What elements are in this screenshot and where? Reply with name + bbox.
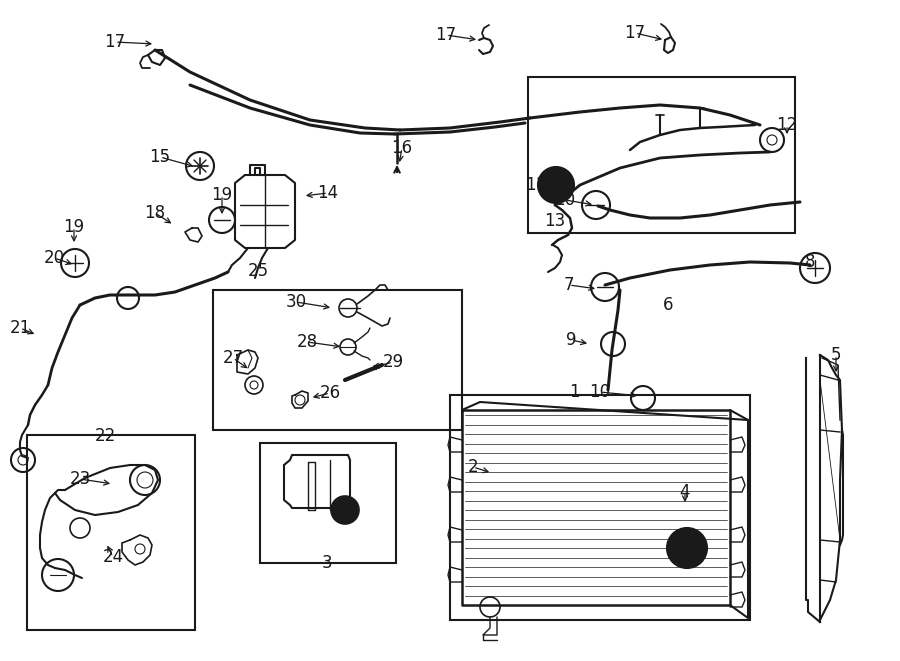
Text: 25: 25 [248, 262, 268, 280]
Text: 8: 8 [805, 253, 815, 271]
Bar [450, 395, 750, 620]
Bar [260, 443, 396, 563]
Text: 23: 23 [69, 470, 91, 488]
Text: 2: 2 [468, 458, 478, 476]
Text: 17: 17 [436, 26, 456, 44]
Bar [213, 290, 462, 430]
Text: 13: 13 [544, 212, 565, 230]
Circle shape [683, 544, 691, 552]
Text: 26: 26 [320, 384, 340, 402]
Text: 22: 22 [94, 427, 115, 445]
Circle shape [538, 167, 574, 203]
Circle shape [331, 496, 359, 524]
Text: 6: 6 [662, 296, 673, 314]
Text: 14: 14 [318, 184, 338, 202]
Text: 17: 17 [104, 33, 126, 51]
Text: 15: 15 [149, 148, 171, 166]
Text: 7: 7 [563, 276, 574, 294]
Text: 17: 17 [625, 24, 645, 42]
Text: 4: 4 [680, 483, 690, 501]
Text: 16: 16 [392, 139, 412, 157]
Text: 11: 11 [526, 176, 546, 194]
Circle shape [342, 507, 348, 513]
Circle shape [337, 502, 353, 518]
Bar [528, 77, 795, 233]
Text: 28: 28 [296, 333, 318, 351]
Text: 19: 19 [212, 186, 232, 204]
Text: 3: 3 [321, 554, 332, 572]
Text: 10: 10 [554, 191, 576, 209]
Text: 19: 19 [63, 218, 85, 236]
Text: 18: 18 [144, 204, 166, 222]
Text: 24: 24 [103, 548, 123, 566]
Text: 21: 21 [9, 319, 31, 337]
Text: 1: 1 [569, 383, 580, 401]
Text: 20: 20 [43, 249, 65, 267]
Circle shape [667, 528, 707, 568]
Text: 29: 29 [382, 353, 403, 371]
Text: 30: 30 [285, 293, 307, 311]
Bar [27, 435, 195, 630]
Text: 10: 10 [590, 383, 610, 401]
Text: 27: 27 [222, 349, 244, 367]
Text: 5: 5 [831, 346, 842, 364]
Text: 12: 12 [777, 116, 797, 134]
Circle shape [676, 537, 698, 559]
Text: 9: 9 [566, 331, 576, 349]
